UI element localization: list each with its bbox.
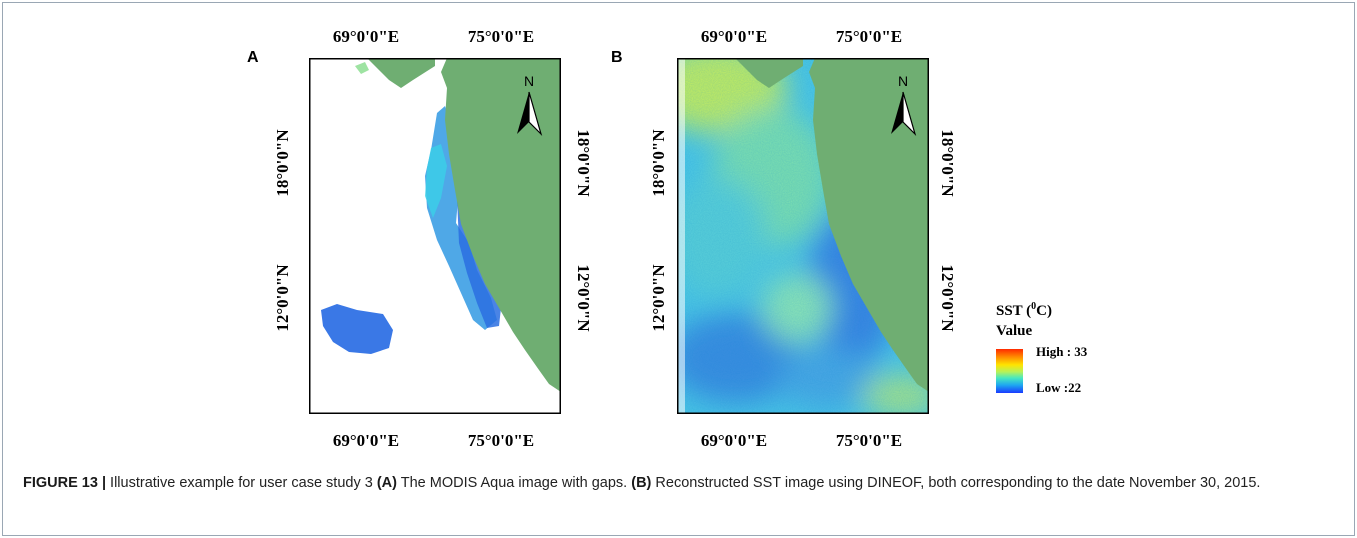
panel-b-lon-bottom-left: 69°0'0"E: [700, 431, 768, 450]
legend-title-prefix: SST (: [996, 303, 1032, 319]
caption-ref-a: (A): [376, 475, 397, 491]
legend-color-ramp: [996, 349, 1023, 393]
panel-a-valid-data-patch: [321, 304, 393, 354]
panel-a-lat-right-upper: 18°0'0"N: [574, 129, 593, 197]
panel-b-map-border: [677, 58, 929, 414]
caption-ref-b: (B): [631, 475, 652, 491]
figure-caption: FIGURE 13 | Illustrative example for use…: [23, 473, 1338, 494]
panel-a-land: [367, 58, 435, 88]
panel-b-lon-top-left: 69°0'0"E: [700, 27, 768, 46]
panel-b-lon-top-right: 75°0'0"E: [835, 27, 903, 46]
panel-a-lon-top-right: 75°0'0"E: [467, 27, 535, 46]
panel-a-map-border: [309, 58, 561, 414]
panel-b-lat-left-upper: 18°0'0"N: [649, 129, 668, 197]
caption-text-3: Reconstructed SST image using DINEOF, bo…: [651, 475, 1261, 491]
legend-title-suffix: C): [1036, 303, 1052, 319]
legend-subtitle: Value: [996, 323, 1033, 339]
panel-a-lat-left-lower: 12°0'0"N: [273, 264, 292, 332]
panel-b-lat-left-lower: 12°0'0"N: [649, 264, 668, 332]
panel-b-land: [809, 58, 929, 392]
panel-b-lat-right-upper: 18°0'0"N: [938, 129, 957, 197]
panel-b-reconstructed-sst-map: N: [677, 58, 929, 414]
panel-a-lon-top-left: 69°0'0"E: [332, 27, 400, 46]
panel-a-north-arrow-icon: [517, 91, 543, 137]
panel-b-edge-band: [677, 58, 685, 414]
caption-text-1: Illustrative example for user case study…: [106, 475, 377, 491]
legend-title-degree: 0: [1031, 301, 1037, 312]
caption-figure-label: FIGURE 13 |: [23, 475, 107, 491]
panel-b-north-label: N: [898, 73, 908, 89]
panel-b-lon-bottom-right: 75°0'0"E: [835, 431, 903, 450]
panel-b-north-arrow-icon: [891, 91, 917, 137]
legend-high-label: High : 33: [1036, 344, 1088, 359]
legend-low-label: Low :22: [1036, 380, 1082, 395]
panel-b-lat-right-lower: 12°0'0"N: [938, 264, 957, 332]
caption-text-2: The MODIS Aqua image with gaps.: [396, 475, 632, 491]
panel-a-valid-data-patch: [355, 62, 369, 74]
panel-a-north-label: N: [524, 73, 534, 89]
panel-b-label: B: [611, 49, 623, 66]
panel-a-sst-map-with-gaps: N: [309, 58, 561, 414]
panel-a-lat-right-lower: 12°0'0"N: [574, 264, 593, 332]
panel-a-lon-bottom-left: 69°0'0"E: [332, 431, 400, 450]
panel-a-lon-bottom-right: 75°0'0"E: [467, 431, 535, 450]
panel-a-valid-data-patch: [425, 144, 447, 218]
panel-a-label: A: [247, 49, 259, 66]
panel-a-lat-left-upper: 18°0'0"N: [273, 129, 292, 197]
legend-title: SST (0C) Value: [996, 297, 1052, 341]
panel-b-land: [735, 58, 803, 88]
panel-a-land: [441, 58, 561, 392]
